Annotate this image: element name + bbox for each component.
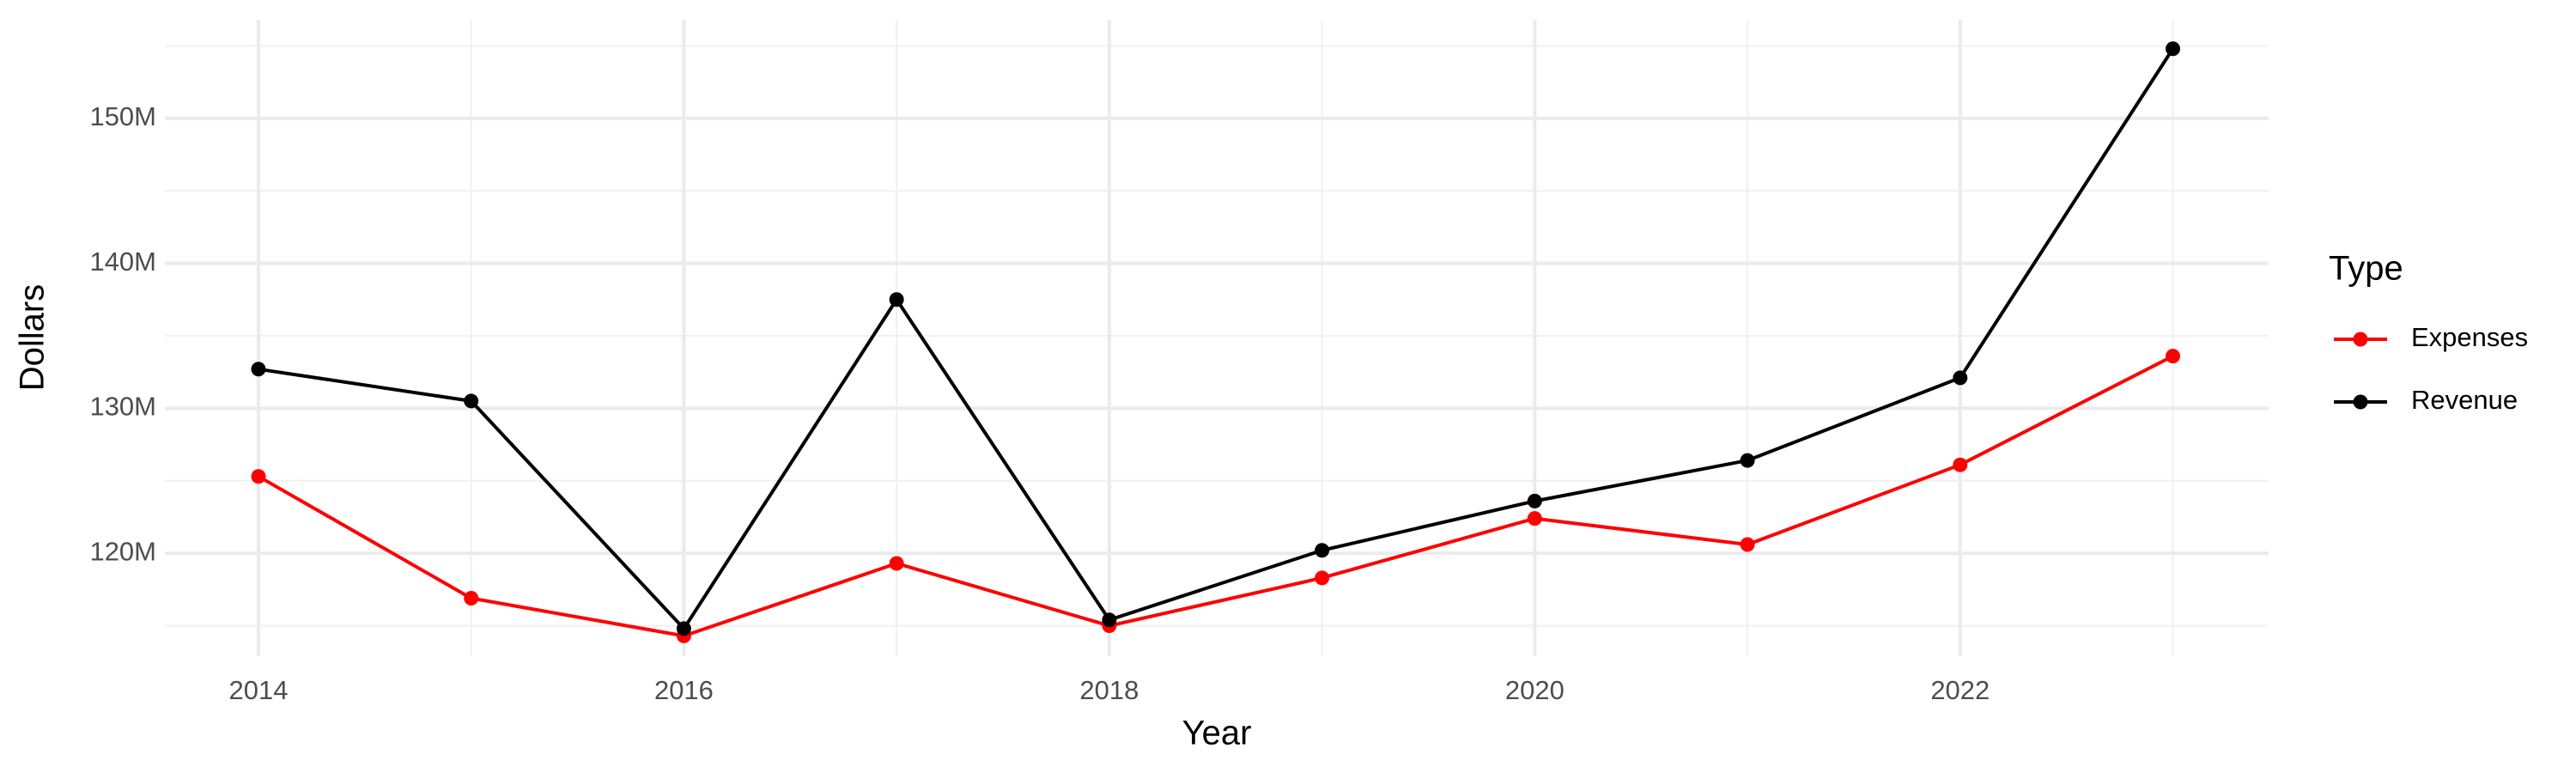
legend-key-point	[2353, 332, 2368, 347]
data-point	[1315, 543, 1330, 558]
data-point	[1740, 537, 1755, 552]
x-tick-label: 2020	[1505, 675, 1564, 705]
y-tick-label: 120M	[89, 536, 156, 566]
data-point	[1953, 457, 1968, 472]
x-tick-label: 2016	[654, 675, 714, 705]
data-point	[676, 621, 691, 636]
data-point	[2166, 41, 2181, 57]
series-line	[258, 354, 2174, 638]
data-point	[1102, 612, 1117, 628]
legend-title: Type	[2329, 250, 2403, 288]
data-point	[251, 362, 266, 377]
data-point	[464, 393, 479, 409]
legend-label: Revenue	[2411, 385, 2518, 415]
data-point	[889, 292, 904, 307]
x-tick-label: 2014	[229, 675, 289, 705]
series-line	[258, 47, 2175, 632]
x-tick-label: 2018	[1079, 675, 1139, 705]
legend-label: Expenses	[2411, 322, 2528, 352]
data-point	[1527, 511, 1542, 526]
data-point	[889, 556, 904, 571]
y-axis-title: Dollars	[14, 284, 52, 391]
data-point	[1953, 370, 1968, 386]
data-point	[1527, 493, 1542, 508]
data-point	[2166, 349, 2181, 364]
data-point	[1740, 453, 1755, 468]
y-tick-label: 130M	[89, 392, 156, 422]
data-point	[464, 590, 479, 606]
data-point	[251, 469, 266, 484]
x-axis-title: Year	[1182, 715, 1252, 752]
data-point	[1315, 570, 1330, 586]
legend-key-point	[2353, 394, 2368, 410]
y-tick-label: 150M	[89, 101, 156, 131]
y-tick-label: 140M	[89, 247, 156, 277]
x-tick-label: 2022	[1930, 675, 1990, 705]
